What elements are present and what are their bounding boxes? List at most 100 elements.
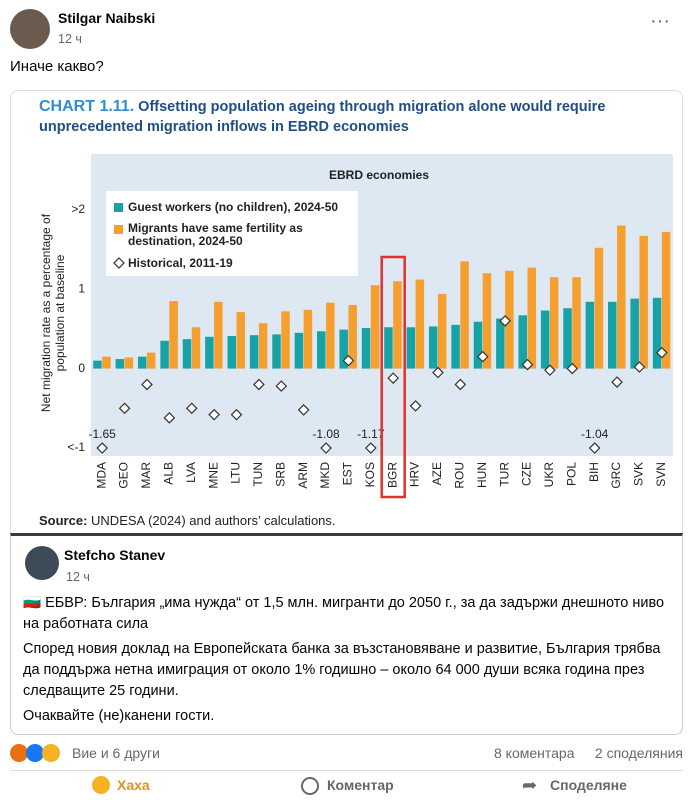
shared-paragraph: Според новия доклад на Европейската банк…: [23, 641, 661, 699]
x-tick-label: MAR: [139, 462, 153, 489]
shared-time[interactable]: 12 ч: [66, 570, 90, 584]
legend-label: Guest workers (no children), 2024-50: [128, 200, 339, 214]
x-tick-label: LVA: [184, 462, 198, 483]
bar: [661, 231, 671, 369]
share-button[interactable]: Споделяне: [550, 777, 627, 793]
divider: [10, 770, 683, 771]
x-tick-label: GEO: [117, 462, 131, 489]
x-tick-label: EST: [341, 461, 355, 485]
x-tick-label: SRB: [273, 462, 287, 487]
legend-label: Historical, 2011-19: [128, 256, 233, 270]
y-tick-label: 0: [78, 361, 85, 375]
x-tick-label: ROU: [453, 462, 467, 489]
bar: [460, 261, 469, 369]
haha-icon: [92, 776, 110, 794]
bar: [160, 340, 169, 369]
x-tick-label: MKD: [318, 462, 332, 489]
post-text: Иначе какво?: [10, 58, 104, 75]
reaction-count[interactable]: Вие и 6 други: [72, 745, 160, 761]
comment-icon: [301, 777, 319, 795]
legend-label: Migrants have same fertility as destinat…: [128, 221, 303, 248]
historical-marker: [230, 408, 243, 421]
historical-marker: [521, 358, 534, 371]
reaction-icons[interactable]: [10, 744, 66, 764]
historical-marker: [96, 442, 109, 454]
bar: [428, 326, 438, 369]
y-tick-label: 1: [78, 281, 85, 295]
historical-marker: [118, 402, 131, 415]
bar: [258, 323, 268, 369]
historical-marker: [566, 362, 579, 375]
bar: [227, 335, 236, 369]
x-tick-label: SVN: [654, 462, 668, 487]
shared-paragraph: Очаквайте (не)канени гости.: [23, 708, 215, 724]
bar: [169, 301, 178, 369]
x-tick-label: SVK: [632, 462, 646, 486]
bar: [585, 301, 595, 369]
x-tick-label: TUR: [497, 462, 511, 487]
share-icon: ➦: [522, 775, 538, 795]
highlight-box: [380, 255, 406, 499]
bar: [303, 309, 313, 369]
chart-source: Source: UNDESA (2024) and authors’ calcu…: [39, 513, 336, 528]
bar: [294, 332, 304, 369]
shared-author[interactable]: Stefcho Stanev: [64, 547, 166, 563]
historical-marker: [141, 378, 153, 391]
x-tick-label: ALB: [162, 462, 176, 485]
bar: [124, 357, 134, 369]
historical-marker: [476, 350, 489, 363]
legend: Guest workers (no children), 2024-50 Mig…: [106, 191, 358, 276]
x-tick-label: BIH: [587, 462, 601, 482]
value-label: -1.08: [312, 427, 340, 441]
x-tick-label: HRV: [408, 462, 422, 487]
bar: [214, 301, 223, 369]
shared-avatar[interactable]: [25, 546, 59, 580]
y-axis-label: Net migration rate as a percentage of po…: [39, 213, 67, 413]
comment-count[interactable]: 8 коментара: [494, 745, 575, 761]
bar: [527, 267, 536, 369]
chart-number: CHART 1.11.: [39, 98, 135, 115]
haha-button[interactable]: Хаха: [117, 777, 150, 793]
historical-marker: [275, 380, 288, 392]
x-tick-label: BGR: [385, 462, 399, 488]
menu-icon[interactable]: ···: [650, 10, 670, 32]
historical-marker: [655, 346, 668, 359]
bar: [205, 336, 214, 369]
bar: [236, 312, 245, 369]
historical-marker: [633, 361, 646, 373]
x-tick-label: UKR: [542, 462, 556, 488]
chart-title-text: Offsetting population ageing through mig…: [39, 99, 606, 135]
bar: [496, 318, 505, 369]
bar: [384, 327, 393, 369]
bar: [473, 321, 483, 369]
x-tick-label: LTU: [229, 462, 243, 484]
x-tick-label: CZE: [520, 462, 534, 486]
bar: [630, 298, 639, 369]
chart-image[interactable]: EBRD economies <-1 0 1 >2 MDA GEO MAR ALB LVA MNE…: [10, 90, 683, 533]
legend-marker: [113, 257, 125, 269]
y-tick-label: <-1: [67, 440, 85, 454]
bar: [191, 327, 201, 369]
bar: [146, 352, 156, 369]
author-avatar[interactable]: [10, 9, 50, 49]
share-count[interactable]: 2 споделяния: [594, 745, 683, 761]
x-tick-label: GRC: [609, 462, 623, 489]
shared-post[interactable]: Stefcho Stanev 12 ч 🇧🇬 ЕБВР: България „и…: [10, 533, 683, 735]
author-name[interactable]: Stilgar Naibski: [58, 10, 156, 26]
legend-swatch: [114, 225, 123, 234]
x-tick-label: POL: [564, 462, 578, 486]
bar: [249, 335, 259, 369]
x-tick-label: AZE: [430, 462, 444, 485]
bar: [406, 327, 416, 369]
x-tick-label: KOS: [363, 462, 377, 487]
bar: [339, 329, 348, 369]
post-time[interactable]: 12 ч: [58, 32, 82, 46]
value-label: -1.17: [357, 427, 385, 441]
bar: [549, 277, 559, 369]
bar: [102, 356, 111, 369]
bar: [540, 310, 550, 369]
comment-button[interactable]: Коментар: [327, 777, 394, 793]
x-tick-label: HUN: [475, 462, 489, 488]
historical-marker: [208, 408, 220, 421]
